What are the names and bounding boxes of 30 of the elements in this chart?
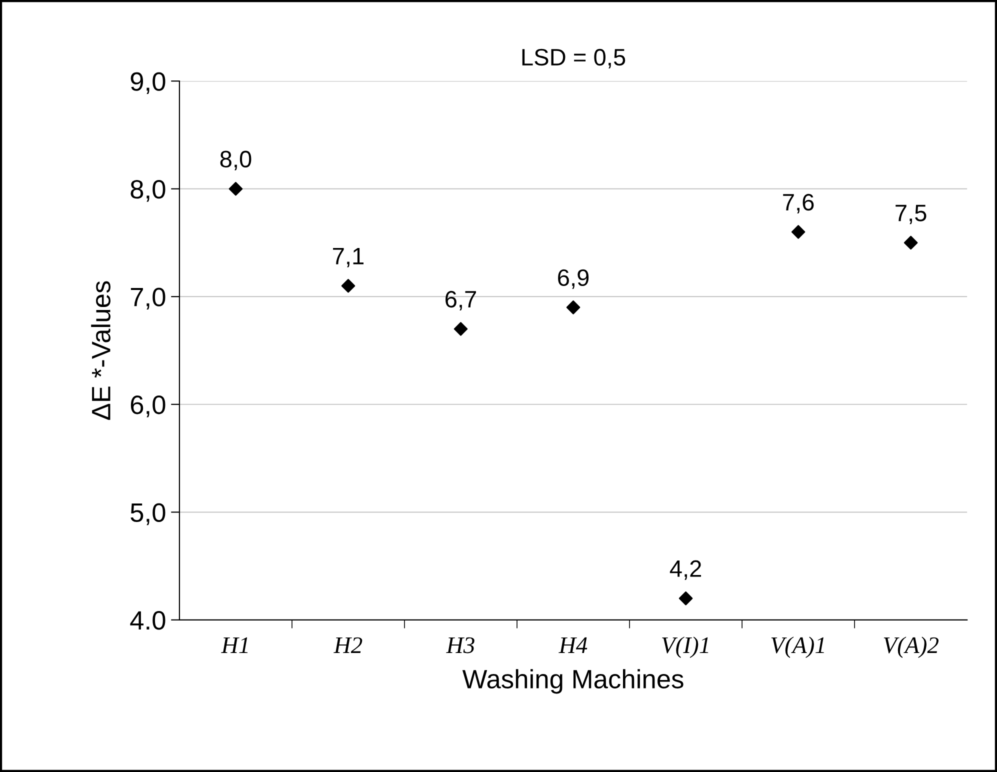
point xyxy=(228,182,243,196)
x-tick-label: H2 xyxy=(334,637,362,653)
y-tick-label: 8,0 xyxy=(130,180,166,202)
point xyxy=(904,236,918,250)
x-tick-label: H3 xyxy=(446,637,474,654)
x-tick-label: V(I)1 xyxy=(662,636,708,658)
x-tick-label: V(A)1 xyxy=(771,636,824,658)
data-label: 7,1 xyxy=(333,248,364,268)
point xyxy=(566,300,580,314)
y-tick-label: 6,0 xyxy=(130,396,166,418)
y-tick-label: 5,0 xyxy=(130,503,166,526)
point xyxy=(454,322,468,336)
data-label: 6,7 xyxy=(446,290,476,310)
x-axis-title: Washing Machines xyxy=(462,669,684,694)
x-tick-label: H4 xyxy=(558,637,588,653)
x-tick-label: H1 xyxy=(221,637,248,653)
point xyxy=(791,225,806,239)
point xyxy=(341,278,356,293)
data-label: 7,6 xyxy=(783,194,814,214)
text: LSD = 0,5 xyxy=(522,48,626,68)
y-tick-label: 4.0 xyxy=(130,611,166,630)
x-tick-label: V(A)2 xyxy=(884,636,938,658)
y-tick-label: 9,0 xyxy=(130,72,166,94)
data-label: 8,0 xyxy=(220,150,252,170)
data-label: 4,2 xyxy=(670,560,702,580)
data-label: 6,9 xyxy=(558,269,589,289)
data-label: 7,5 xyxy=(896,204,926,224)
y-tick-label: 7,0 xyxy=(130,288,166,310)
point xyxy=(678,591,693,606)
y-axis-title: ΔE *-Values xyxy=(91,281,110,420)
